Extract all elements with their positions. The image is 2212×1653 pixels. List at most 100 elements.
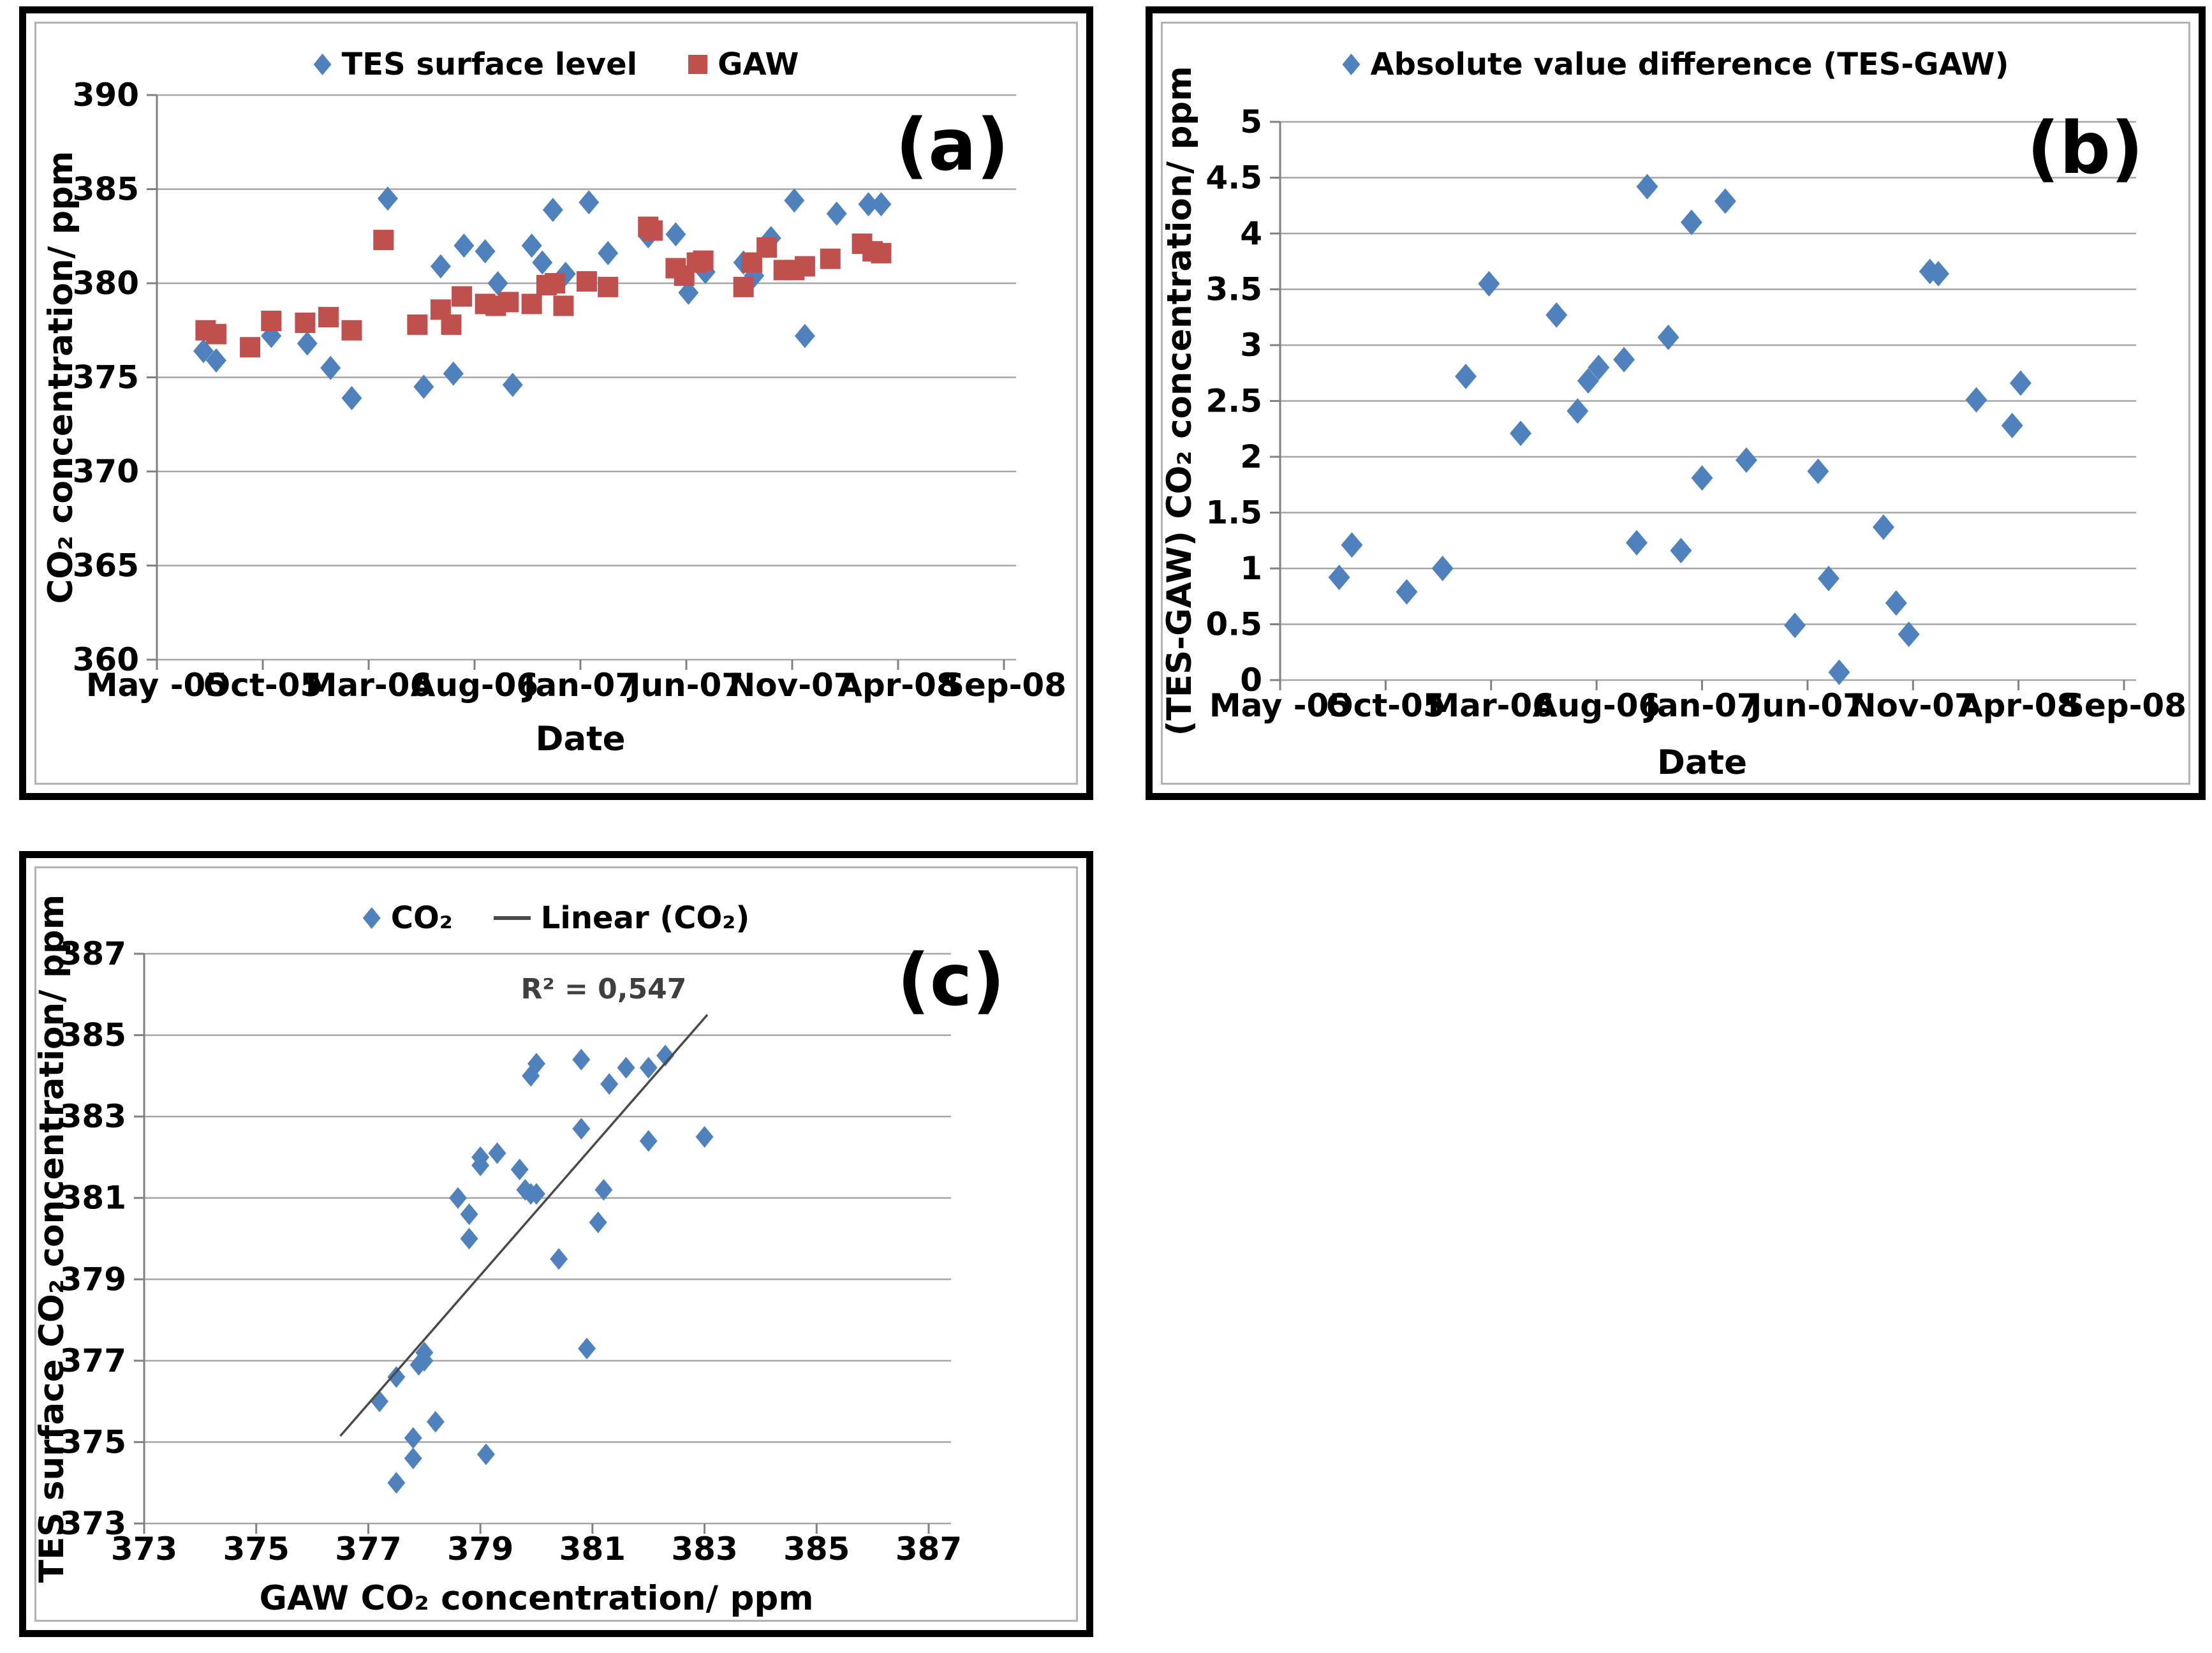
legend-line-icon <box>493 916 531 920</box>
data-point-diamond <box>320 355 341 380</box>
x-tick-label: Oct-05 <box>203 667 322 704</box>
trend-line <box>339 1014 709 1437</box>
x-axis-title: GAW CO₂ concentration/ ppm <box>259 1579 813 1618</box>
data-point-square <box>452 286 473 307</box>
data-point-diamond <box>205 348 226 373</box>
data-point-diamond <box>502 373 523 397</box>
data-point-diamond <box>1885 590 1907 616</box>
x-tick-label: 387 <box>896 1531 962 1568</box>
data-point-diamond <box>1927 261 1949 286</box>
data-point-diamond <box>1872 514 1894 540</box>
data-point-diamond <box>794 323 815 348</box>
x-tick-label: Nov-07 <box>1850 687 1977 724</box>
data-point-square <box>553 295 574 316</box>
x-tick-label: May -05 <box>86 667 228 704</box>
data-point-diamond <box>1613 346 1635 373</box>
x-tick-label: Mar-06 <box>1428 687 1555 724</box>
data-point-diamond <box>377 186 398 211</box>
data-point-diamond <box>471 1154 490 1176</box>
y-tick-label: 383 <box>60 1098 126 1135</box>
data-point-diamond <box>341 385 362 410</box>
y-axis-title: CO₂ concentration/ ppm <box>41 151 80 604</box>
y-tick-label: 377 <box>60 1342 126 1379</box>
x-tick-label: Sep-08 <box>2061 687 2186 724</box>
y-tick-label: 2.5 <box>1206 383 1262 420</box>
legend-label: GAW <box>718 47 799 82</box>
data-point-diamond <box>598 241 619 265</box>
data-point-square <box>794 256 815 277</box>
x-tick-label: 383 <box>671 1531 737 1568</box>
data-point-diamond <box>1898 621 1920 648</box>
data-point-diamond <box>2001 413 2023 438</box>
data-point-diamond <box>578 1337 596 1360</box>
data-point-diamond <box>1577 368 1599 394</box>
data-point-diamond <box>1341 532 1363 558</box>
data-point-diamond <box>443 361 464 386</box>
data-point-diamond <box>1714 188 1736 214</box>
data-point-diamond <box>695 1126 714 1148</box>
y-tick-label: 375 <box>73 359 139 396</box>
data-point-square <box>693 250 714 271</box>
data-point-square <box>240 337 261 358</box>
x-tick-label: Mar-06 <box>306 667 432 704</box>
x-tick-label: Apr-08 <box>1958 687 2079 724</box>
x-tick-label: Oct-05 <box>1326 687 1445 724</box>
x-tick-label: Aug-06 <box>1533 687 1660 724</box>
data-point-square <box>576 271 597 292</box>
y-tick-label: 379 <box>60 1261 126 1298</box>
data-point-diamond <box>488 1142 506 1164</box>
data-point-square <box>407 314 428 335</box>
data-point-diamond <box>404 1427 422 1449</box>
data-point-diamond <box>1545 302 1568 328</box>
y-tick-label: 370 <box>73 453 139 490</box>
x-tick-label: 373 <box>111 1531 177 1568</box>
data-point-square <box>598 276 619 297</box>
data-point-diamond <box>665 222 686 247</box>
legend-item: CO₂ <box>362 900 453 936</box>
data-point-diamond <box>371 1390 388 1412</box>
y-tick-label: 387 <box>60 935 126 972</box>
data-point-diamond <box>1636 174 1658 200</box>
data-point-diamond <box>600 1073 619 1095</box>
data-point-diamond <box>460 1203 478 1226</box>
data-point-diamond <box>527 1053 545 1075</box>
data-point-diamond <box>1455 364 1477 389</box>
legend-item: GAW <box>688 47 799 82</box>
x-tick-label: 379 <box>447 1531 513 1568</box>
y-tick-label: 2 <box>1240 438 1262 475</box>
y-tick-label: 1 <box>1240 550 1262 587</box>
data-point-diamond <box>532 250 553 275</box>
data-point-diamond <box>1657 324 1679 350</box>
y-axis-title: (TES-GAW) CO₂ concentration/ ppm <box>1160 66 1199 736</box>
data-point-diamond <box>487 271 508 295</box>
data-point-diamond <box>639 1056 658 1079</box>
y-tick-label: 0.5 <box>1206 606 1262 643</box>
y-tick-label: 0 <box>1240 662 1262 699</box>
data-point-diamond <box>1784 612 1806 639</box>
data-point-diamond <box>1735 447 1757 473</box>
data-point-diamond <box>527 1183 545 1205</box>
data-point-diamond <box>1510 420 1532 447</box>
data-point-diamond <box>1625 530 1648 556</box>
data-point-square <box>498 292 519 313</box>
y-tick-label: 5 <box>1240 103 1262 140</box>
data-point-diamond <box>449 1187 467 1209</box>
x-tick-label: 385 <box>783 1531 850 1568</box>
data-point-diamond <box>2009 370 2031 396</box>
legend-label: CO₂ <box>390 900 453 936</box>
y-tick-label: 385 <box>73 171 139 208</box>
chart-panel-b: Absolute value difference (TES-GAW) 0 0.5… <box>1146 6 2206 800</box>
data-point-diamond <box>193 339 214 364</box>
y-tick-label: 390 <box>73 77 139 114</box>
y-tick-label: 385 <box>60 1017 126 1054</box>
legend-label: TES surface level <box>341 47 638 82</box>
data-point-square <box>820 248 841 269</box>
data-point-diamond <box>572 1118 591 1140</box>
panel-letter: (b) <box>2027 107 2144 190</box>
data-point-diamond <box>1478 271 1500 297</box>
data-point-square <box>441 314 462 335</box>
data-point-diamond <box>1670 538 1692 563</box>
chart-panel-c: CO₂ Linear (CO₂) 373 375 377 379 381 383 385 387… <box>19 851 1093 1637</box>
data-point-diamond <box>430 254 451 279</box>
y-tick-label: 380 <box>73 265 139 302</box>
